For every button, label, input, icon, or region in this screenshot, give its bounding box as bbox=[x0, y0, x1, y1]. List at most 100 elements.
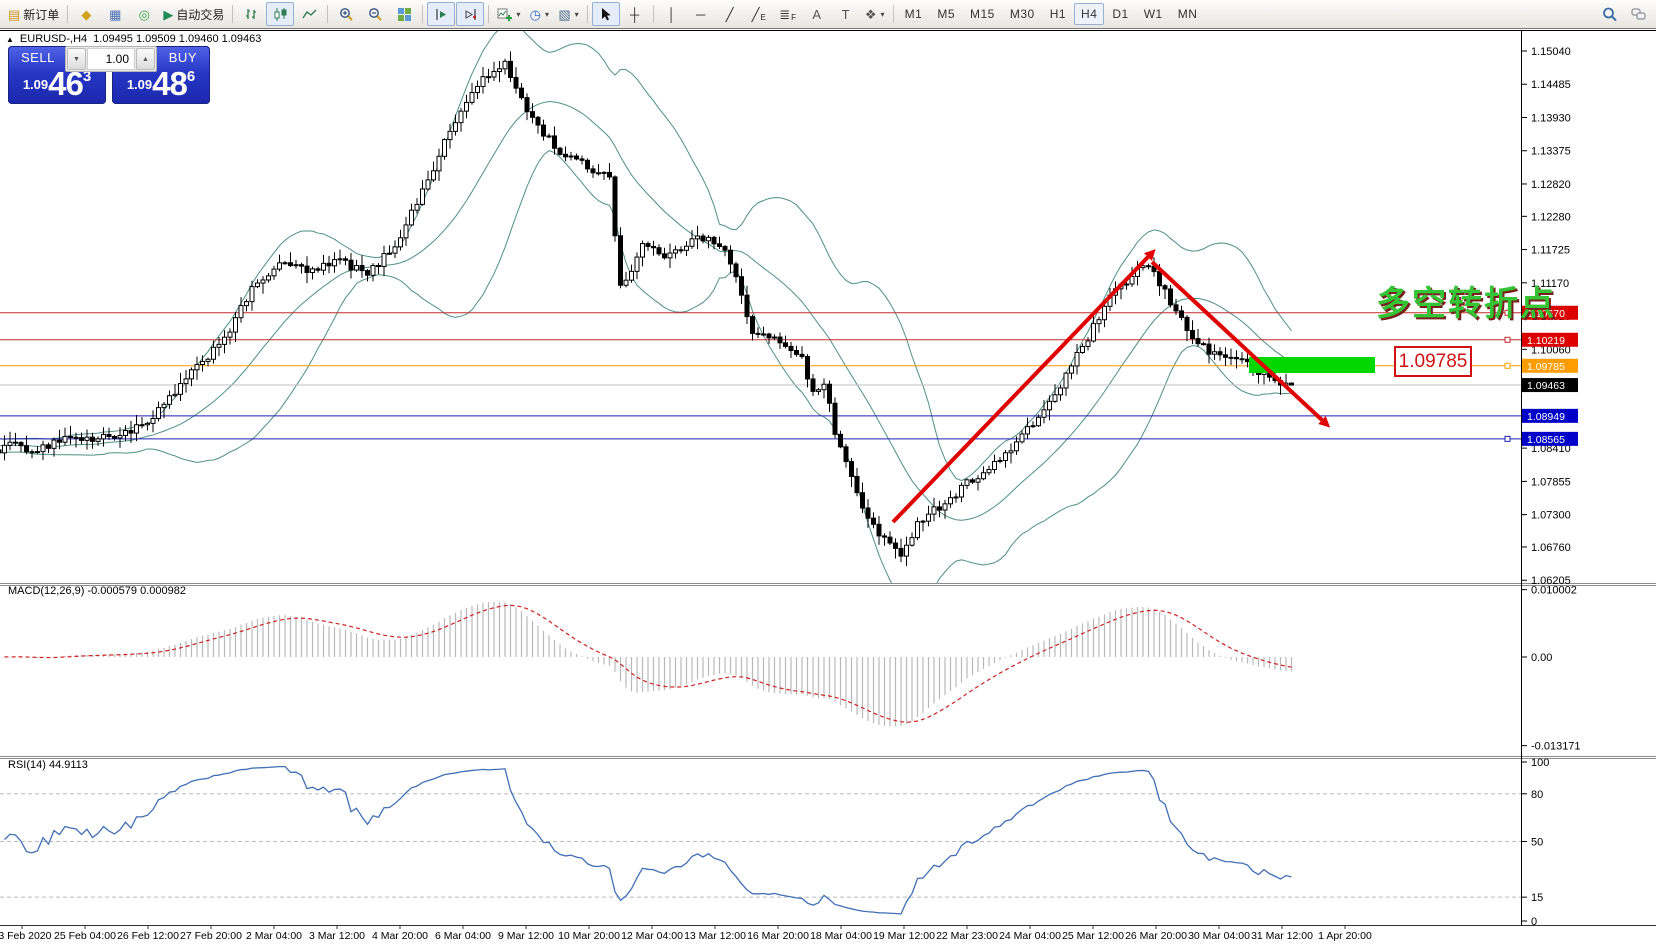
timeframe-M1[interactable]: M1 bbox=[904, 7, 923, 21]
candlestick-series bbox=[0, 51, 1294, 566]
time-tick-label: 9 Mar 12:00 bbox=[498, 930, 554, 942]
price-tick-label: 1.10060 bbox=[1531, 344, 1571, 356]
timeframe-H1[interactable]: H1 bbox=[1049, 7, 1067, 21]
arrows-button[interactable]: ❖ ▾ bbox=[861, 2, 889, 26]
time-tick-label: 19 Mar 12:00 bbox=[873, 930, 935, 942]
gold-bars-icon: ◆ bbox=[81, 6, 92, 22]
vertical-line-icon: │ bbox=[667, 6, 676, 22]
crosshair-button[interactable]: ┼ bbox=[621, 2, 649, 26]
cursor-icon bbox=[598, 7, 613, 22]
new-order-button[interactable]: ▤ 新订单 bbox=[4, 2, 63, 26]
trend-arrow-head bbox=[1318, 415, 1331, 428]
dropdown-caret-icon[interactable]: ▾ bbox=[545, 9, 550, 19]
collapse-panel-icon[interactable]: ▲ bbox=[6, 34, 14, 44]
text-icon: A bbox=[812, 6, 821, 22]
bollinger-band-line bbox=[0, 150, 1292, 583]
volume-stepper: ▼ 1.00 ▲ bbox=[65, 46, 157, 72]
cursor-button[interactable] bbox=[591, 2, 620, 26]
buy-price: 1.09486 bbox=[126, 65, 196, 102]
candlestick-chart-button[interactable] bbox=[266, 2, 295, 26]
auto-trading-button[interactable]: ▶ 自动交易 bbox=[159, 2, 228, 26]
dropdown-caret-icon[interactable]: ▾ bbox=[516, 9, 521, 19]
price-tick-label: 1.12820 bbox=[1531, 179, 1571, 191]
price-tick-label: 1.13375 bbox=[1531, 146, 1571, 158]
timeframe-H4[interactable]: H4 bbox=[1074, 3, 1105, 25]
line-handle-marker bbox=[1504, 435, 1511, 442]
timeframe-M30[interactable]: M30 bbox=[1009, 7, 1035, 21]
sell-label: SELL bbox=[21, 50, 55, 65]
tile-windows-icon bbox=[397, 7, 412, 22]
text-button[interactable]: A bbox=[803, 2, 831, 26]
rsi-line bbox=[4, 765, 1292, 915]
price-tick-label: 1.11725 bbox=[1531, 245, 1570, 257]
price-badge bbox=[1522, 378, 1578, 393]
timeframe-W1[interactable]: W1 bbox=[1143, 7, 1163, 21]
price-badge bbox=[1522, 305, 1578, 320]
toolbar-separator bbox=[67, 5, 69, 23]
timeframe-M5[interactable]: M5 bbox=[937, 7, 955, 21]
trendline-icon: ╱ bbox=[725, 6, 734, 22]
market-watch-button[interactable]: ▦ bbox=[101, 2, 129, 26]
time-tick-label: 23 Feb 2020 bbox=[0, 930, 52, 942]
zoom-in-button[interactable] bbox=[332, 2, 360, 26]
macd-tick-label: 0.010002 bbox=[1531, 585, 1577, 597]
chat-button[interactable] bbox=[1624, 2, 1652, 26]
profiles-button[interactable]: ◷ ▾ bbox=[525, 2, 553, 26]
toolbar-separator bbox=[327, 5, 329, 23]
vertical-line-button[interactable]: │ bbox=[658, 2, 686, 26]
trend-arrow-line bbox=[891, 255, 1150, 524]
time-tick-label: 1 Apr 20:00 bbox=[1318, 930, 1372, 942]
volume-increase-button[interactable]: ▲ bbox=[136, 48, 155, 70]
zoom-out-icon bbox=[368, 7, 383, 22]
price-badge-label: 1.08949 bbox=[1527, 411, 1565, 423]
volume-input[interactable]: 1.00 bbox=[87, 48, 135, 70]
auto-scroll-button[interactable] bbox=[427, 2, 456, 26]
line-chart-button[interactable] bbox=[295, 2, 323, 26]
text-label-button[interactable]: T bbox=[832, 2, 860, 26]
new-chart-button[interactable]: ▾ bbox=[493, 2, 524, 26]
templates-button[interactable]: ▧ ▾ bbox=[554, 2, 582, 26]
horizontal-line-button[interactable]: ─ bbox=[687, 2, 715, 26]
rsi-tick-label: 80 bbox=[1531, 789, 1543, 801]
time-tick-label: 25 Feb 04:00 bbox=[54, 930, 116, 942]
timeframe-M15[interactable]: M15 bbox=[970, 7, 995, 21]
market-watch-icon: ▦ bbox=[109, 6, 122, 22]
gold-button[interactable]: ◆ bbox=[72, 2, 100, 26]
zoom-out-button[interactable] bbox=[361, 2, 389, 26]
turning-point-annotation: 多空转折点 bbox=[1376, 285, 1556, 323]
text-label-icon: T bbox=[841, 6, 850, 22]
chart-shift-button[interactable] bbox=[456, 2, 485, 26]
signal-button[interactable]: ◎ bbox=[130, 2, 158, 26]
fibonacci-button[interactable]: ≣ F bbox=[774, 2, 802, 26]
volume-decrease-button[interactable]: ▼ bbox=[67, 48, 86, 70]
trendline-button[interactable]: ╱ bbox=[716, 2, 744, 26]
toolbar-separator bbox=[652, 5, 654, 23]
timeframe-MN[interactable]: MN bbox=[1177, 7, 1198, 21]
search-button[interactable] bbox=[1595, 2, 1623, 26]
equidistant-channel-button[interactable]: ╱ E bbox=[745, 2, 773, 26]
price-flag-annotation: 1.09785 bbox=[1394, 346, 1472, 377]
trend-arrow-line bbox=[1150, 260, 1324, 422]
zoom-in-icon bbox=[339, 7, 354, 22]
price-tick-label: 1.06760 bbox=[1531, 542, 1571, 554]
search-icon bbox=[1602, 7, 1617, 22]
time-tick-label: 18 Mar 04:00 bbox=[810, 930, 872, 942]
time-tick-label: 12 Mar 04:00 bbox=[621, 930, 683, 942]
line-handle-marker bbox=[1504, 336, 1511, 343]
rsi-pane bbox=[0, 765, 1521, 915]
time-tick-label: 4 Mar 20:00 bbox=[372, 930, 428, 942]
bar-chart-button[interactable] bbox=[237, 2, 265, 26]
dropdown-caret-icon[interactable]: ▾ bbox=[880, 9, 885, 19]
price-badge bbox=[1522, 358, 1578, 373]
price-axis[interactable]: 1.15040 1.14485 1.13930 1.13375 1.12820 1.122… bbox=[1522, 46, 1581, 928]
toolbar: ▤ 新订单 ◆ ▦ ◎ ▶ 自动交易 ▾ ◷ ▾ ▧ ▾ ┼ │ ─ ╱ ╱ E ≣ F A T ❖ ▾ M1 M5 M15 M30 H… bbox=[0, 0, 1656, 29]
time-tick-label: 24 Mar 04:00 bbox=[999, 930, 1061, 942]
timeframe-D1[interactable]: D1 bbox=[1112, 7, 1129, 21]
tile-windows-button[interactable] bbox=[390, 2, 418, 26]
dropdown-caret-icon[interactable]: ▾ bbox=[574, 9, 579, 19]
price-badge-label: 1.09785 bbox=[1527, 361, 1565, 373]
toolbar-separator bbox=[488, 5, 490, 23]
chart-title: ▲ EURUSD-,H4 1.09495 1.09509 1.09460 1.0… bbox=[6, 33, 261, 45]
